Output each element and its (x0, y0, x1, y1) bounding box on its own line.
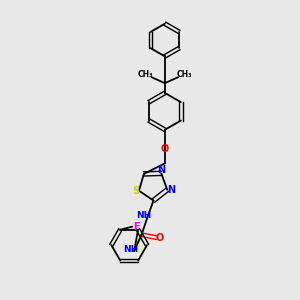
Text: F: F (133, 222, 140, 232)
Text: NH: NH (136, 211, 152, 220)
Text: NH: NH (123, 245, 138, 254)
Text: N: N (167, 185, 175, 195)
Text: CH₃: CH₃ (138, 70, 153, 79)
Text: S: S (132, 186, 139, 196)
Text: N: N (157, 165, 165, 176)
Text: O: O (156, 233, 164, 243)
Text: CH₃: CH₃ (176, 70, 192, 79)
Text: O: O (161, 143, 169, 154)
